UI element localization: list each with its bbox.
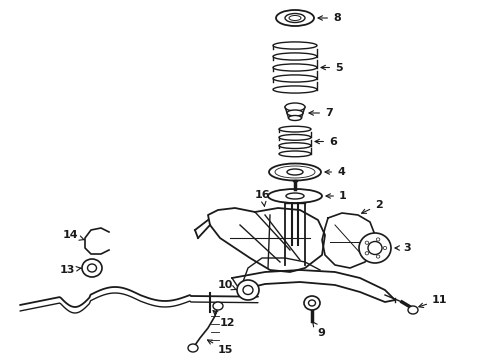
Ellipse shape [304,296,320,310]
Text: 3: 3 [395,243,411,253]
Text: 5: 5 [321,63,343,72]
Ellipse shape [365,252,368,255]
Ellipse shape [279,135,311,140]
Text: 2: 2 [362,200,383,213]
Ellipse shape [269,163,321,180]
Ellipse shape [237,280,259,300]
Text: 8: 8 [318,13,341,23]
Ellipse shape [376,255,380,258]
Ellipse shape [276,10,314,26]
Ellipse shape [368,242,382,255]
Ellipse shape [273,86,317,93]
Ellipse shape [88,264,97,272]
Text: 16: 16 [255,190,270,206]
Text: 12: 12 [213,311,236,328]
Ellipse shape [273,42,317,49]
Ellipse shape [359,233,391,263]
Ellipse shape [188,344,198,352]
Ellipse shape [289,15,301,21]
Ellipse shape [286,193,304,199]
Ellipse shape [408,306,418,314]
Text: 9: 9 [313,322,325,338]
Ellipse shape [383,246,387,249]
Text: 15: 15 [208,340,233,355]
Ellipse shape [376,238,380,241]
Ellipse shape [273,75,317,82]
Ellipse shape [309,300,316,306]
Text: 11: 11 [419,295,447,307]
Ellipse shape [268,189,322,203]
Text: 4: 4 [325,167,345,177]
Ellipse shape [279,126,311,132]
Ellipse shape [273,53,317,60]
Text: 13: 13 [60,265,81,275]
Text: 1: 1 [326,191,347,201]
Text: 6: 6 [315,136,337,147]
Ellipse shape [273,64,317,71]
Text: 7: 7 [309,108,333,118]
Ellipse shape [285,103,305,111]
Text: 10: 10 [218,280,236,290]
Ellipse shape [279,143,311,149]
Ellipse shape [287,110,303,116]
Ellipse shape [213,302,223,310]
Ellipse shape [82,259,102,277]
Ellipse shape [287,169,303,175]
Ellipse shape [365,241,368,244]
Ellipse shape [243,285,253,294]
Ellipse shape [289,116,301,121]
Ellipse shape [285,14,305,23]
Ellipse shape [279,151,311,157]
Text: 14: 14 [63,230,84,240]
